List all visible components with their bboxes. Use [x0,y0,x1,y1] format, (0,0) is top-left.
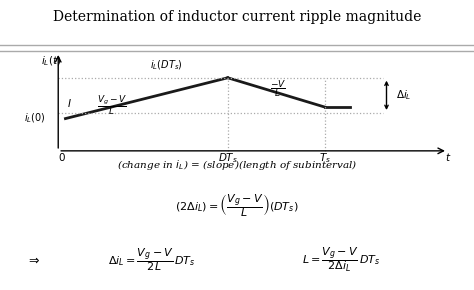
Text: $t$: $t$ [445,151,451,163]
Text: $I$: $I$ [67,97,72,109]
Text: $0$: $0$ [58,151,66,163]
Text: $i_L(0)$: $i_L(0)$ [24,112,46,125]
Text: $i_L(DT_s)$: $i_L(DT_s)$ [150,59,183,72]
Text: $T_s$: $T_s$ [319,151,331,165]
Text: (change in $i_L$) = (slope)(length of subinterval): (change in $i_L$) = (slope)(length of su… [117,158,357,172]
Text: $L = \dfrac{V_g - V}{2\Delta i_L}\, DT_s$: $L = \dfrac{V_g - V}{2\Delta i_L}\, DT_s… [302,246,381,274]
Text: $DT_s$: $DT_s$ [218,151,238,165]
Text: $\dfrac{V_g - V}{L}$: $\dfrac{V_g - V}{L}$ [97,93,128,117]
Text: $(2\Delta i_L) = \left(\dfrac{V_g - V}{L}\right)(DT_s)$: $(2\Delta i_L) = \left(\dfrac{V_g - V}{L… [175,192,299,219]
Text: $\Rightarrow$: $\Rightarrow$ [26,253,40,267]
Text: $i_L(t)$: $i_L(t)$ [41,55,61,68]
Text: $\Delta i_L = \dfrac{V_g - V}{2L}\, DT_s$: $\Delta i_L = \dfrac{V_g - V}{2L}\, DT_s… [108,247,195,273]
Text: Determination of inductor current ripple magnitude: Determination of inductor current ripple… [53,10,421,24]
Text: $\dfrac{-V}{L}$: $\dfrac{-V}{L}$ [270,78,286,99]
Text: $\Delta i_L$: $\Delta i_L$ [395,88,411,102]
